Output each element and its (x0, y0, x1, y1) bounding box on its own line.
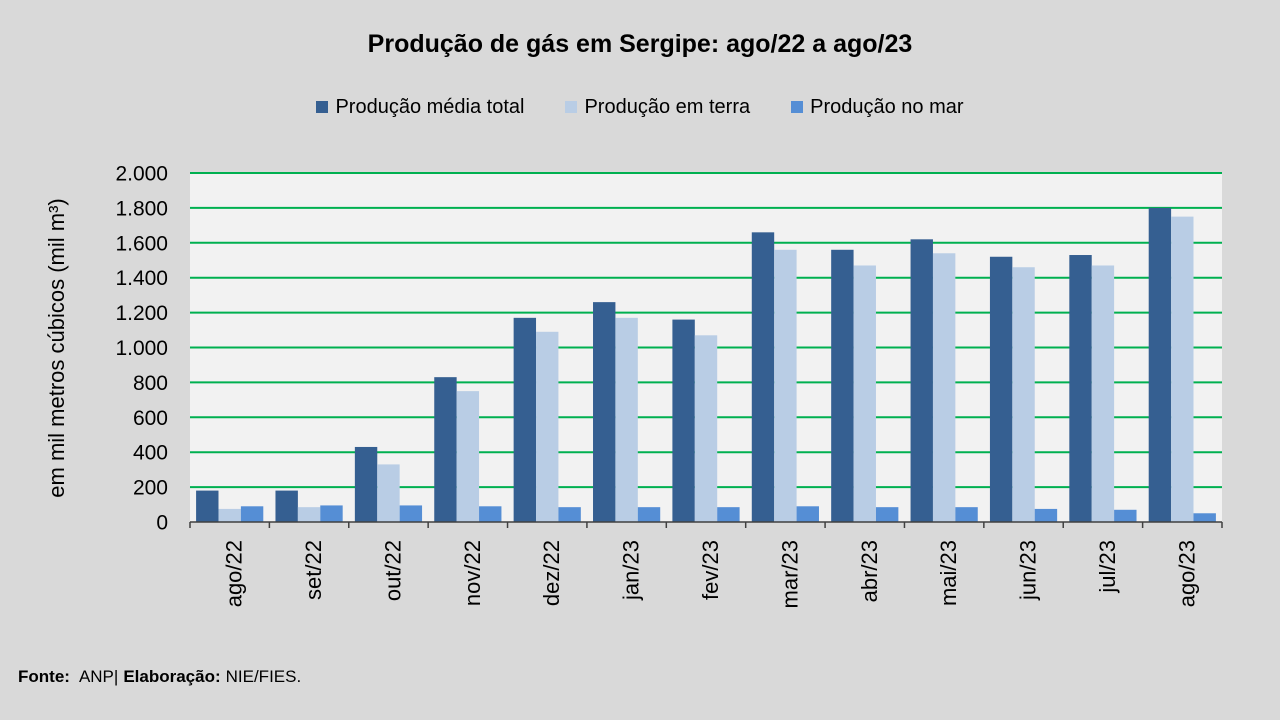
bar-producao-media-total-ago-22 (196, 490, 219, 522)
y-tick-label: 1.000 (115, 337, 168, 360)
x-tick-label: out/22 (380, 540, 405, 601)
bar-producao-media-total-out-22 (354, 446, 378, 522)
y-tick-label: 0 (156, 512, 168, 535)
bar-producao-media-total-mar-23 (751, 232, 775, 522)
axis-layer: 0 200 400 600 800 1.000 1.200 1.400 1.600 1.800 2.… (115, 163, 1223, 608)
bar-producao-media-total-jun-23 (989, 256, 1013, 522)
bars-layer (196, 207, 1216, 522)
x-tick-label: jun/23 (1016, 540, 1041, 601)
x-tick-label: jul/23 (1095, 540, 1120, 594)
y-tick-label: 600 (133, 407, 168, 430)
legend: Produção média total Produção em terra P… (0, 93, 1280, 121)
legend-label-producao-media-total: Produção média total (335, 96, 525, 118)
bar-producao-em-terra-set-22 (297, 507, 321, 522)
bar-producao-media-total-jul-23 (1069, 255, 1092, 522)
legend-swatch-producao-em-terra (565, 101, 578, 113)
footer-source-note: Fonte: ANP| Elaboração: NIE/FIES. (18, 664, 301, 690)
bar-producao-media-total-nov-22 (434, 377, 457, 522)
bar-producao-em-terra-abr-23 (853, 265, 876, 522)
x-tick-label: fev/23 (698, 540, 723, 600)
bar-producao-no-mar-set-22 (320, 505, 343, 522)
y-tick-label: 2.000 (115, 163, 168, 186)
y-tick-label: 800 (133, 372, 168, 395)
y-tick-label: 1.600 (115, 232, 168, 255)
y-tick-label: 1.400 (115, 267, 168, 290)
y-tick-label: 400 (133, 442, 168, 465)
x-tick-label: mar/23 (777, 540, 802, 608)
bar-producao-em-terra-ago-23 (1171, 216, 1194, 522)
bar-producao-media-total-jan-23 (593, 302, 616, 522)
bar-producao-media-total-abr-23 (831, 249, 854, 522)
source-label: Fonte: (18, 667, 70, 686)
bar-producao-no-mar-jan-23 (637, 507, 661, 522)
chart-title: Produção de gás em Sergipe: ago/22 a ago… (367, 30, 913, 58)
legend-item-producao-media-total: Produção média total (316, 93, 524, 121)
bar-producao-no-mar-ago-23 (1193, 513, 1216, 522)
x-tick-label: jan/23 (619, 540, 644, 601)
source-value: ANP| (78, 667, 119, 686)
bar-producao-em-terra-dez-22 (536, 331, 559, 522)
x-tick-label: mai/23 (936, 540, 961, 606)
credit-value: NIE/FIES. (225, 667, 302, 686)
bar-producao-media-total-dez-22 (513, 317, 537, 522)
bar-producao-no-mar-jun-23 (1034, 508, 1058, 522)
y-tick-label: 1.800 (115, 197, 168, 220)
x-tick-label: nov/22 (460, 540, 485, 606)
legend-item-producao-no-mar: Produção no mar (791, 93, 964, 121)
bar-producao-no-mar-out-22 (399, 505, 423, 522)
bar-producao-em-terra-mai-23 (932, 253, 956, 522)
legend-swatch-producao-no-mar (791, 101, 804, 113)
x-tick-label: set/22 (301, 540, 326, 600)
legend-item-producao-em-terra: Produção em terra (565, 93, 750, 121)
legend-label-producao-no-mar: Produção no mar (810, 96, 964, 118)
bar-producao-media-total-ago-23 (1148, 207, 1172, 522)
bar-producao-no-mar-abr-23 (875, 507, 899, 522)
bar-producao-no-mar-mar-23 (796, 506, 819, 522)
bar-producao-no-mar-mai-23 (955, 507, 978, 522)
bar-producao-em-terra-jul-23 (1091, 265, 1115, 522)
bar-producao-em-terra-jan-23 (615, 317, 638, 522)
x-tick-label: ago/23 (1174, 540, 1199, 607)
y-axis-title: em mil metros cúbicos (mil m³) (44, 198, 69, 497)
bar-producao-media-total-set-22 (275, 490, 298, 522)
bar-producao-no-mar-ago-22 (240, 506, 264, 522)
bar-producao-no-mar-jul-23 (1114, 509, 1137, 522)
bar-producao-media-total-fev-23 (672, 319, 695, 522)
bar-producao-em-terra-mar-23 (774, 249, 797, 522)
bar-producao-em-terra-nov-22 (456, 391, 480, 522)
legend-label-producao-em-terra: Produção em terra (584, 96, 751, 118)
x-tick-label: dez/22 (539, 540, 564, 606)
y-tick-label: 200 (133, 477, 168, 500)
bar-producao-no-mar-fev-23 (717, 507, 740, 522)
bar-producao-em-terra-jun-23 (1012, 267, 1035, 522)
bar-producao-em-terra-out-22 (377, 464, 400, 522)
credit-label: Elaboração: (123, 667, 221, 686)
bar-producao-no-mar-dez-22 (558, 507, 581, 522)
y-tick-label: 1.200 (115, 302, 168, 325)
x-tick-label: ago/22 (222, 540, 247, 607)
bar-producao-em-terra-ago-22 (218, 508, 241, 522)
bar-producao-em-terra-fev-23 (694, 335, 718, 522)
x-tick-label: abr/23 (857, 540, 882, 602)
bar-producao-no-mar-nov-22 (479, 506, 502, 522)
bar-producao-media-total-mai-23 (910, 239, 933, 522)
legend-swatch-producao-media-total (316, 101, 329, 113)
